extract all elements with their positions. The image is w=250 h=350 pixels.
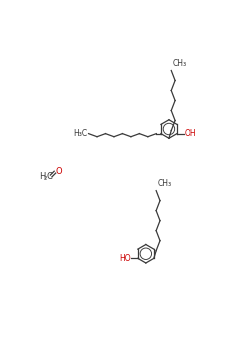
Text: 2: 2 <box>44 176 47 181</box>
Text: OH: OH <box>184 129 196 138</box>
Text: HO: HO <box>119 254 130 263</box>
Text: H₃C: H₃C <box>74 129 88 138</box>
Text: H: H <box>40 172 46 181</box>
Text: O: O <box>56 167 62 176</box>
Text: CH₃: CH₃ <box>173 59 187 68</box>
Text: C: C <box>46 172 52 181</box>
Text: CH₃: CH₃ <box>158 179 172 188</box>
